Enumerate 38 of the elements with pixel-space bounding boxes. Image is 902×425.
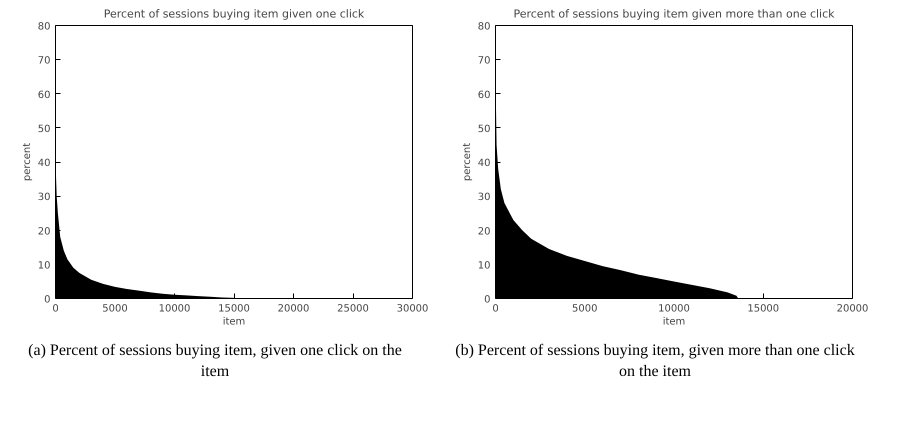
x-tick-label: 25000: [337, 304, 369, 314]
y-tick-label: 0: [484, 294, 491, 306]
y-tick-label: 60: [38, 90, 51, 101]
y-tick-label: 10: [478, 260, 491, 272]
chart-title: Percent of sessions buying item given one click: [104, 8, 365, 20]
x-tick-label: 20000: [278, 304, 310, 314]
x-tick-label: 0: [492, 304, 499, 314]
x-tick-label: 5000: [572, 304, 598, 314]
y-tick-label: 80: [38, 22, 51, 32]
x-axis-title: item: [662, 316, 686, 328]
y-tick-label: 20: [38, 226, 51, 238]
x-tick-label: 20000: [836, 304, 868, 314]
y-tick-label: 40: [478, 158, 491, 169]
x-tick-label: 5000: [102, 304, 128, 314]
x-tick-label: 15000: [218, 304, 250, 314]
x-tick-label: 30000: [396, 304, 428, 314]
x-tick-label: 10000: [158, 304, 190, 314]
y-axis-title: percent: [462, 142, 473, 182]
y-tick-label: 70: [478, 56, 491, 67]
y-tick-label: 80: [478, 22, 491, 32]
chart-title: Percent of sessions buying item given more than one click: [513, 8, 836, 20]
y-tick-label: 10: [38, 260, 51, 272]
x-tick-label: 0: [52, 304, 59, 314]
y-axis-title: percent: [22, 142, 33, 182]
y-tick-label: 50: [38, 124, 51, 135]
x-tick-label: 15000: [747, 304, 780, 314]
x-tick-label: 10000: [658, 304, 690, 314]
y-tick-label: 20: [478, 226, 491, 238]
y-tick-label: 40: [38, 158, 51, 169]
text: (b) Percent of sessions buying item, given more than one click on the item: [455, 341, 855, 382]
x-axis-title: item: [222, 316, 246, 328]
y-tick-label: 0: [44, 294, 51, 306]
y-tick-label: 30: [478, 192, 491, 204]
y-tick-label: 60: [478, 90, 491, 101]
y-tick-label: 50: [478, 124, 491, 135]
y-tick-label: 30: [38, 192, 51, 204]
text: (a) Percent of sessions buying item, given one click on the item: [27, 341, 403, 382]
y-tick-label: 70: [38, 56, 51, 67]
